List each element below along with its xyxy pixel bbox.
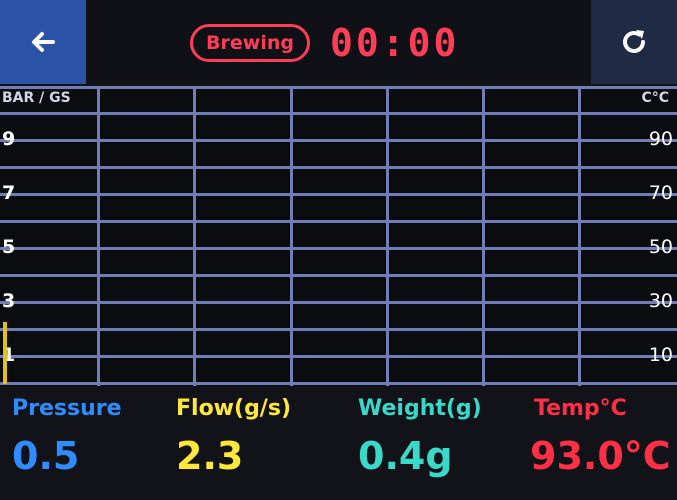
temp-value: 93.0°C <box>530 434 671 478</box>
left-tick-label: 3 <box>2 290 16 312</box>
grid-line <box>578 86 581 386</box>
grid-line <box>290 86 293 386</box>
grid-line <box>482 86 485 386</box>
grid-line <box>0 166 677 169</box>
brew-timer: 00:00 <box>330 21 460 65</box>
temp-label: Temp°C <box>534 396 627 421</box>
right-axis-label: C°C <box>641 90 669 106</box>
right-tick-label: 10 <box>648 344 673 366</box>
grid-line <box>0 328 677 331</box>
status-text: Brewing <box>206 32 294 54</box>
grid-line <box>0 355 677 358</box>
grid-line <box>0 382 677 385</box>
arrow-left-icon <box>32 32 55 52</box>
grid-line <box>0 86 677 89</box>
status-badge: Brewing <box>190 24 310 62</box>
grid-line <box>193 86 196 386</box>
back-button[interactable] <box>0 0 86 84</box>
right-tick-label: 90 <box>648 128 673 150</box>
grid-line <box>0 247 677 250</box>
flow-value: 2.3 <box>176 434 244 478</box>
right-tick-label: 70 <box>648 182 673 204</box>
grid-line <box>97 86 100 386</box>
refresh-button[interactable] <box>591 0 677 84</box>
readout-panel: Pressure 0.5 Flow(g/s) 2.3 Weight(g) 0.4… <box>0 388 677 500</box>
header-bar: Brewing 00:00 <box>0 0 677 84</box>
left-axis-label: BAR / GS <box>2 90 71 106</box>
grid-line <box>0 220 677 223</box>
right-tick-label: 50 <box>648 236 673 258</box>
weight-value: 0.4g <box>358 434 453 478</box>
right-tick-label: 30 <box>648 290 673 312</box>
left-tick-label: 7 <box>2 182 16 204</box>
pressure-value: 0.5 <box>12 434 80 478</box>
grid-line <box>0 139 677 142</box>
flow-label: Flow(g/s) <box>176 396 291 421</box>
grid-line <box>0 301 677 304</box>
pressure-label: Pressure <box>12 396 122 421</box>
left-tick-label: 9 <box>2 128 16 150</box>
grid-line <box>0 193 677 196</box>
weight-label: Weight(g) <box>358 396 482 421</box>
refresh-icon <box>623 30 645 53</box>
chart-cursor-marker <box>3 322 7 384</box>
brew-chart: BAR / GS C°C 9 7 5 3 1 90 70 50 30 10 <box>0 86 677 386</box>
grid-line <box>0 112 677 115</box>
grid-line <box>0 274 677 277</box>
left-tick-label: 5 <box>2 236 16 258</box>
grid-line <box>386 86 389 386</box>
